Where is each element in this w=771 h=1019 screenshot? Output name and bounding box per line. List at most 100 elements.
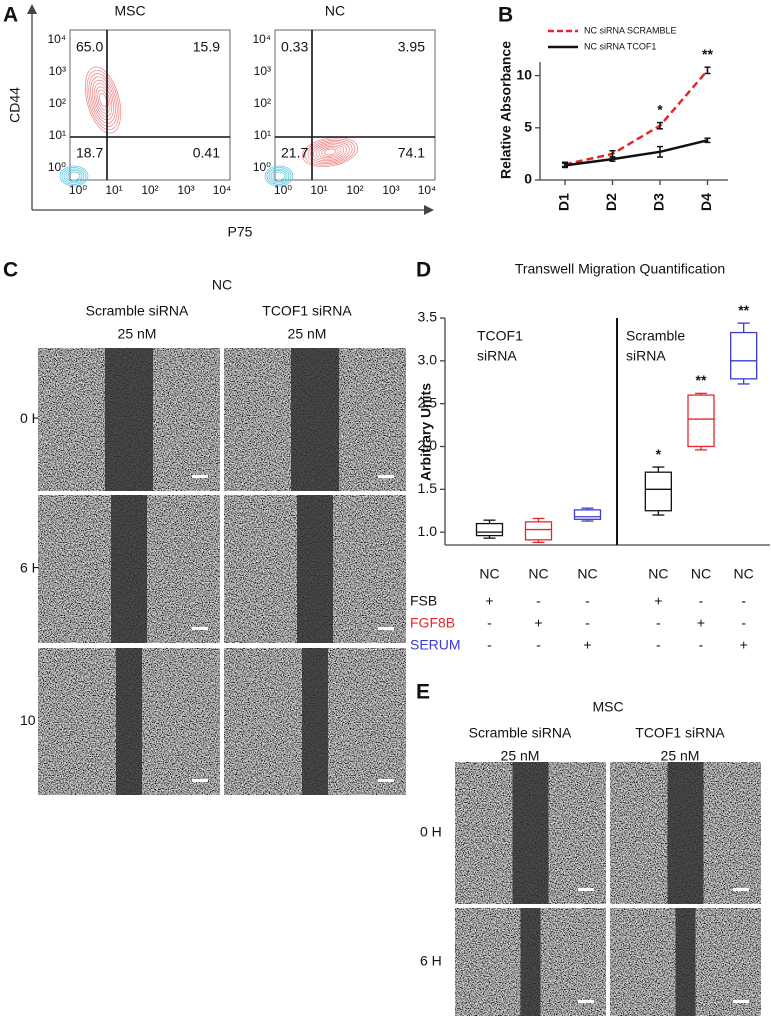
- panel-title: MSC: [592, 699, 623, 715]
- contour: [301, 137, 359, 167]
- contour: [313, 142, 347, 162]
- condition-mark: -: [585, 593, 590, 609]
- wound-gap: [291, 348, 339, 491]
- significance: *: [656, 446, 662, 462]
- x-tick-label: 10²: [141, 183, 158, 197]
- column-label: 25 nM: [501, 748, 540, 764]
- column-label: TCOF1 siRNA: [635, 725, 725, 741]
- quadrant-value: 15.9: [193, 39, 220, 55]
- y-tick-label: 10¹: [254, 128, 271, 142]
- wound-gap: [302, 648, 328, 795]
- significance: **: [702, 46, 713, 62]
- significance: **: [696, 372, 707, 388]
- scale-bar: [192, 475, 208, 478]
- contour: [91, 79, 115, 121]
- scale-bar: [378, 475, 394, 478]
- quadrant-value: 0.33: [281, 39, 308, 55]
- contour: [84, 66, 122, 134]
- contour: [270, 170, 288, 182]
- condition-mark: +: [697, 615, 705, 631]
- plot-title: NC: [325, 3, 345, 19]
- condition-label: FGF8B: [410, 615, 455, 631]
- y-tick-label: 10²: [49, 96, 66, 110]
- x-tick-label: 10¹: [310, 183, 327, 197]
- x-tick-label: 10²: [346, 183, 363, 197]
- condition-mark: -: [487, 615, 492, 631]
- contour: [67, 171, 81, 181]
- column-label: TCOF1 siRNA: [262, 303, 352, 319]
- condition-mark: +: [534, 615, 542, 631]
- quadrant-value: 65.0: [76, 39, 103, 55]
- scale-bar: [578, 888, 594, 891]
- significance: **: [738, 302, 749, 318]
- significance: *: [657, 101, 663, 117]
- column-label: 25 nM: [288, 326, 327, 342]
- series-line: [564, 69, 709, 166]
- x-tick-label: D1: [556, 193, 572, 211]
- wound-gap: [675, 908, 696, 1016]
- contour: [86, 69, 120, 131]
- y-tick-label: 10³: [49, 64, 66, 78]
- column-label: Scramble siRNA: [469, 725, 572, 741]
- x-tick-label: 10¹: [105, 183, 122, 197]
- error-bar: [609, 156, 616, 162]
- scale-bar: [733, 1000, 749, 1003]
- x-tick-label: 10⁴: [213, 183, 232, 197]
- row-label: 6 H: [420, 953, 442, 969]
- panel-label: E: [416, 681, 430, 704]
- condition-mark: +: [485, 593, 493, 609]
- contour: [315, 144, 345, 160]
- y-tick-label: 10⁰: [253, 160, 271, 174]
- contour: [264, 165, 294, 187]
- condition-mark: -: [656, 637, 661, 653]
- y-tick-label: 10⁰: [48, 160, 66, 174]
- contour: [321, 147, 339, 157]
- contour: [61, 167, 87, 185]
- y-tick-label: 10³: [254, 64, 271, 78]
- x-tick-label: NC: [691, 566, 711, 582]
- contour: [324, 148, 336, 156]
- scale-bar: [192, 627, 208, 630]
- x-tick-label: 10⁰: [274, 183, 292, 197]
- row-label: 0 H: [420, 824, 442, 840]
- group-label: TCOF1: [477, 328, 523, 344]
- wound-gap: [105, 348, 153, 491]
- wound-gap: [520, 908, 541, 1016]
- condition-mark: -: [536, 637, 541, 653]
- x-tick-label: 10³: [382, 183, 399, 197]
- contour: [266, 167, 292, 185]
- legend-label: NC siRNA SCRAMBLE: [584, 25, 677, 35]
- x-tick-label: 10⁰: [69, 183, 87, 197]
- plot-frame: [69, 29, 231, 181]
- box: [730, 331, 758, 380]
- y-tick-label: 10⁴: [252, 32, 271, 46]
- y-tick-label: 2.0: [418, 437, 438, 453]
- row-label: 0 H: [20, 410, 42, 426]
- x-tick-label: NC: [734, 566, 754, 582]
- contour: [307, 139, 353, 165]
- condition-mark: -: [585, 615, 590, 631]
- y-tick-label: 10¹: [49, 128, 66, 142]
- condition-mark: -: [699, 637, 704, 653]
- group-label: siRNA: [477, 348, 517, 364]
- group-label: siRNA: [626, 348, 666, 364]
- error-bar: [657, 121, 663, 130]
- x-tick-label: 10³: [177, 183, 194, 197]
- axis-title: P75: [228, 224, 253, 240]
- x-tick-label: NC: [479, 566, 499, 582]
- y-tick-label: 3.0: [418, 352, 438, 368]
- wound-gap: [116, 648, 142, 795]
- box: [573, 509, 602, 520]
- error-bar: [704, 137, 711, 144]
- box: [687, 394, 715, 448]
- y-tick-label: 5: [524, 118, 532, 134]
- panel-label: C: [3, 259, 18, 282]
- quadrant-value: 3.95: [398, 39, 425, 55]
- contour: [59, 165, 89, 187]
- x-tick-label: D4: [698, 193, 714, 211]
- y-tick-label: 10⁴: [47, 32, 66, 46]
- contour: [88, 73, 118, 127]
- panel-label: D: [416, 259, 431, 282]
- x-tick-label: NC: [648, 566, 668, 582]
